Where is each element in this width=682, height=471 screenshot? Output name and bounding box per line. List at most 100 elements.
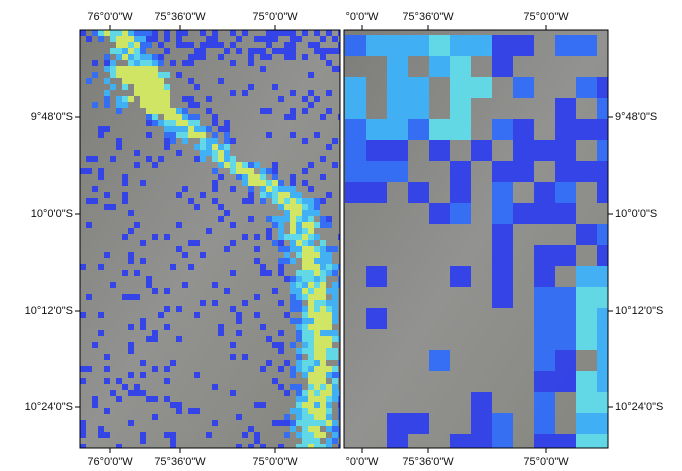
heat-cell bbox=[182, 114, 188, 120]
heat-cell bbox=[116, 66, 122, 72]
heat-cell bbox=[206, 150, 212, 156]
heat-cell bbox=[345, 77, 366, 98]
heat-cell bbox=[164, 36, 170, 42]
heat-cell bbox=[296, 252, 302, 258]
heat-cell bbox=[320, 372, 326, 378]
heat-cell bbox=[320, 396, 326, 402]
heat-cell bbox=[314, 204, 320, 210]
heat-cell bbox=[534, 266, 555, 287]
heat-cell bbox=[218, 156, 224, 162]
heat-cell bbox=[218, 330, 224, 336]
heat-cell bbox=[513, 35, 534, 56]
heat-cell bbox=[308, 348, 314, 354]
heat-cell bbox=[134, 162, 140, 168]
heat-cell bbox=[320, 36, 326, 42]
heat-cell bbox=[555, 98, 576, 119]
heat-cell bbox=[176, 246, 182, 252]
heat-cell bbox=[314, 300, 320, 306]
heat-cell bbox=[134, 78, 140, 84]
heat-cell bbox=[176, 306, 182, 312]
heat-cell bbox=[104, 60, 110, 66]
heat-cell bbox=[284, 390, 290, 396]
heat-cell bbox=[320, 312, 326, 318]
heat-cell bbox=[86, 168, 92, 174]
heat-cell bbox=[218, 324, 224, 330]
heat-cell bbox=[152, 366, 158, 372]
heat-cell bbox=[278, 240, 284, 246]
heat-cell bbox=[278, 366, 284, 372]
heat-cell bbox=[116, 378, 122, 384]
heat-cell bbox=[320, 252, 326, 258]
heat-cell bbox=[146, 30, 152, 36]
heat-cell bbox=[308, 426, 314, 432]
side-coordinate-label: 9°48'0"S bbox=[31, 111, 73, 123]
heat-cell bbox=[332, 162, 338, 168]
heat-cell bbox=[492, 434, 513, 455]
heat-cell bbox=[140, 390, 146, 396]
heat-cell bbox=[302, 54, 308, 60]
heat-cell bbox=[134, 30, 140, 36]
heat-cell bbox=[128, 54, 134, 60]
heat-cell bbox=[555, 119, 576, 140]
heat-cell bbox=[296, 366, 302, 372]
heat-cell bbox=[128, 258, 134, 264]
heat-cell bbox=[110, 204, 116, 210]
heat-cell bbox=[296, 282, 302, 288]
heat-cell bbox=[272, 420, 278, 426]
heat-cell bbox=[326, 270, 332, 276]
heat-cell bbox=[320, 48, 326, 54]
heat-cell bbox=[188, 120, 194, 126]
heat-cell bbox=[345, 119, 366, 140]
heat-cell bbox=[290, 294, 296, 300]
heat-cell bbox=[290, 192, 296, 198]
heat-cell bbox=[308, 198, 314, 204]
heat-cell bbox=[110, 282, 116, 288]
heat-cell bbox=[284, 54, 290, 60]
heat-cell bbox=[320, 288, 326, 294]
heat-cell bbox=[314, 360, 320, 366]
heat-cell bbox=[254, 438, 260, 444]
heat-cell bbox=[110, 84, 116, 90]
heat-cell bbox=[534, 392, 555, 413]
heat-cell bbox=[320, 246, 326, 252]
heat-cell bbox=[140, 240, 146, 246]
heat-cell bbox=[338, 48, 344, 54]
heat-cell bbox=[254, 258, 260, 264]
heat-cell bbox=[290, 228, 296, 234]
heat-cell bbox=[308, 378, 314, 384]
heat-cell bbox=[314, 444, 320, 450]
heat-cell bbox=[272, 48, 278, 54]
heat-cell bbox=[429, 140, 450, 161]
heat-cell bbox=[212, 120, 218, 126]
heat-cell bbox=[326, 372, 332, 378]
heat-cell bbox=[314, 264, 320, 270]
heat-cell bbox=[212, 168, 218, 174]
heat-cell bbox=[326, 324, 332, 330]
heat-cell bbox=[122, 36, 128, 42]
heat-cell bbox=[320, 384, 326, 390]
heat-cell bbox=[326, 420, 332, 426]
heat-cell bbox=[308, 306, 314, 312]
heat-cell bbox=[212, 114, 218, 120]
heat-cell bbox=[164, 366, 170, 372]
heat-cell bbox=[534, 245, 555, 266]
heat-cell bbox=[254, 180, 260, 186]
bottom-coordinate-label: 75°0'0"W bbox=[252, 456, 298, 468]
heat-cell bbox=[290, 42, 296, 48]
heat-cell bbox=[218, 150, 224, 156]
heat-cell bbox=[308, 270, 314, 276]
heat-cell bbox=[408, 35, 429, 56]
heat-cell bbox=[278, 270, 284, 276]
heat-cell bbox=[314, 96, 320, 102]
heat-cell bbox=[194, 408, 200, 414]
heat-cell bbox=[290, 288, 296, 294]
heat-cell bbox=[338, 444, 344, 450]
heat-cell bbox=[224, 132, 230, 138]
heat-cell bbox=[278, 216, 284, 222]
heat-cell bbox=[326, 396, 332, 402]
heat-cell bbox=[308, 342, 314, 348]
heat-cell bbox=[218, 78, 224, 84]
heat-cell bbox=[492, 203, 513, 224]
heat-cell bbox=[104, 354, 110, 360]
heat-cell bbox=[284, 42, 290, 48]
